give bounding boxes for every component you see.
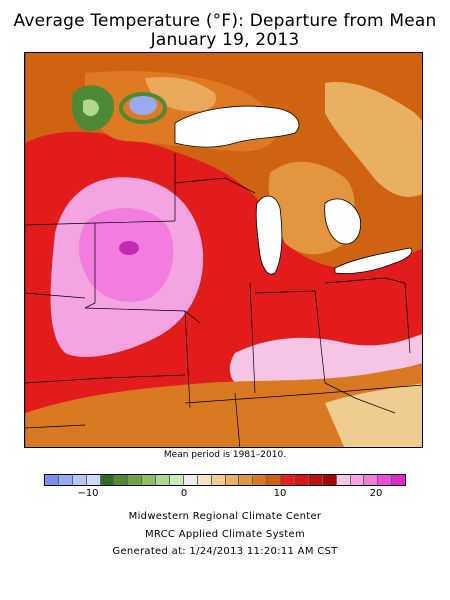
legend-swatch	[183, 475, 198, 485]
legend-swatch	[364, 475, 379, 485]
legend-swatch	[392, 475, 406, 485]
contour-magenta-iowa	[79, 208, 174, 302]
contour-orange-ontario	[325, 82, 422, 197]
legend-swatch	[156, 475, 171, 485]
footer-generated: Generated at: 1/24/2013 11:20:11 AM CST	[112, 546, 338, 557]
legend-tick-label: 20	[369, 488, 383, 499]
legend-swatch	[142, 475, 157, 485]
legend-swatch	[239, 475, 254, 485]
lake-superior	[174, 105, 300, 148]
legend-swatch	[322, 475, 337, 485]
legend-tick-label: −10	[77, 488, 99, 499]
legend-swatch	[72, 475, 87, 485]
contour-green-n	[119, 92, 167, 124]
legend-swatch	[114, 475, 129, 485]
legend-swatch	[100, 475, 115, 485]
legend-swatch	[58, 475, 73, 485]
mean-period-note: Mean period is 1981–2010.	[163, 450, 287, 460]
legend-swatch	[170, 475, 184, 485]
lake-erie	[334, 247, 413, 274]
legend-swatch	[295, 475, 309, 485]
contour-lighttan-southeast	[325, 383, 422, 447]
lake-huron	[324, 198, 362, 245]
legend-swatch	[86, 475, 101, 485]
legend-swatch	[45, 475, 59, 485]
map-date: January 19, 2013	[150, 30, 300, 50]
legend-tick-label: 0	[180, 488, 188, 499]
contour-blue-nw	[129, 95, 157, 115]
legend-swatch	[253, 475, 268, 485]
legend-swatch	[267, 475, 282, 485]
legend-swatch	[211, 475, 226, 485]
contour-pink-ohio-valley	[229, 333, 422, 388]
footer-system: MRCC Applied Climate System	[144, 529, 306, 540]
legend-swatch	[308, 475, 323, 485]
contour-tan-south	[25, 365, 422, 447]
color-legend	[44, 474, 406, 486]
map-title: Average Temperature (°F): Departure from…	[13, 11, 437, 31]
temperature-departure-map	[24, 52, 423, 448]
lake-michigan	[255, 195, 283, 275]
contour-lightgreen-nw	[83, 99, 99, 117]
contour-core-max	[119, 241, 139, 255]
legend-swatch	[225, 475, 240, 485]
footer-org: Midwestern Regional Climate Center	[128, 511, 322, 522]
state-borders	[25, 153, 422, 447]
legend-swatch	[378, 475, 393, 485]
legend-swatch	[336, 475, 351, 485]
legend-swatch	[197, 475, 212, 485]
legend-swatch	[128, 475, 143, 485]
legend-swatch	[350, 475, 365, 485]
legend-tick-label: 10	[273, 488, 287, 499]
legend-swatch	[281, 475, 296, 485]
